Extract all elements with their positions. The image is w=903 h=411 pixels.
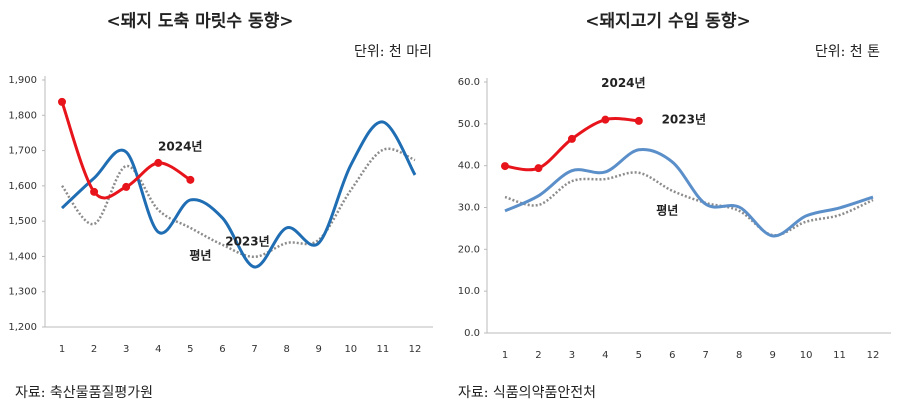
y-tick-label: 1,200 [8,322,37,333]
y-tick-label: 60.0 [458,77,480,88]
point [601,115,610,124]
unit-label: 단위: 천 톤 [815,44,880,60]
series-label: 2023년 [662,112,706,126]
x-tick-label: 10 [344,344,357,355]
x-tick-label: 10 [800,350,813,361]
x-tick-label: 9 [769,350,775,361]
y-tick-label: 1,700 [8,146,37,157]
x-tick-label: 1 [59,344,65,355]
x-tick-label: 11 [377,344,390,355]
x-tick-label: 8 [283,344,289,355]
series-label: 평년 [189,248,211,262]
y-tick-label: 1,500 [8,216,37,227]
y-tick-label: 30.0 [458,203,480,214]
x-tick-label: 11 [833,350,846,361]
unit-label: 단위: 천 마리 [354,44,432,60]
y-tick-label: 1,800 [8,110,37,121]
y-tick-label: 1,400 [8,251,37,262]
y-tick-label: 10.0 [458,286,480,297]
series-label: 2024년 [601,76,645,90]
x-tick-label: 7 [703,350,709,361]
x-tick-label: 6 [219,344,225,355]
x-tick-label: 6 [669,350,675,361]
point [58,97,66,106]
series-label: 평년 [656,203,678,217]
x-tick-label: 8 [736,350,742,361]
x-tick-label: 9 [316,344,322,355]
series-line [60,147,416,259]
y-tick-label: 1,600 [8,181,37,192]
point [534,164,543,173]
x-tick-label: 5 [636,350,642,361]
x-tick-label: 12 [409,344,422,355]
x-tick-label: 12 [867,350,880,361]
x-tick-label: 4 [602,350,608,361]
source-label: 자료: 식품의약품안전처 [458,385,596,401]
x-tick-label: 5 [187,344,193,355]
point [567,134,576,143]
x-tick-label: 1 [502,350,508,361]
series-label: 2024년 [158,139,202,153]
point [501,162,509,171]
y-tick-label: 1,300 [8,287,37,298]
y-tick-label: 40.0 [458,161,480,172]
series-label: 2023년 [225,234,269,248]
series-line [504,147,874,238]
chart-title: <돼지고기 수입 동향> [585,11,750,32]
chart-title: <돼지 도축 마릿수 동향> [106,11,293,32]
x-tick-label: 4 [155,344,161,355]
y-tick-label: 0.0 [464,328,480,339]
y-tick-label: 50.0 [458,119,480,130]
x-tick-label: 2 [535,350,541,361]
source-label: 자료: 축산물품질평가원 [15,385,153,401]
series-line [504,171,874,237]
x-tick-label: 3 [569,350,575,361]
point [122,182,131,191]
point [90,187,99,196]
point [186,175,195,184]
x-tick-label: 3 [123,344,129,355]
series-line [60,120,417,269]
y-tick-label: 1,900 [8,75,37,86]
point [154,158,163,167]
y-tick-label: 20.0 [458,244,480,255]
point [634,116,643,125]
x-tick-label: 2 [91,344,97,355]
x-tick-label: 7 [251,344,257,355]
